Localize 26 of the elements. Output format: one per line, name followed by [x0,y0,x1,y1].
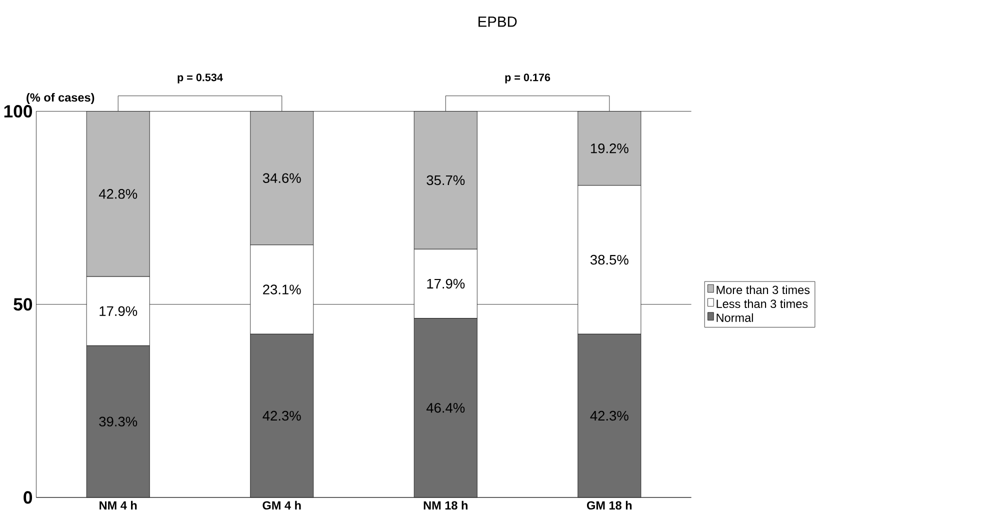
legend-label: Normal [716,313,753,322]
data-label: 42.3% [262,410,301,421]
data-label: 17.9% [100,306,138,316]
data-label: 17.9% [427,278,465,289]
data-label: 42.8% [98,189,138,199]
x-tick-label: GM 4 h [262,500,301,510]
data-label: 38.5% [590,254,628,265]
data-label: 34.6% [262,173,301,183]
x-tick-label: GM 18 h [586,500,632,510]
text: p = 0.534 [178,74,223,84]
y-tick-label: 100 [4,105,32,118]
text: p = 0.176 [505,74,550,84]
data-label: 19.2% [590,144,628,154]
data-label: 46.4% [426,403,465,413]
x-tick-label: NM 18 h [424,500,468,510]
data-label: 39.3% [99,416,138,426]
y-axis-title: (% of cases) [26,93,94,104]
legend-label: Less than 3 times [716,299,808,308]
chart-title: EPBD [478,16,517,27]
data-label: 35.7% [426,175,465,186]
x-tick-label: NM 4 h [100,500,137,510]
data-label: 23.1% [263,284,301,294]
y-tick-label: 0 [24,491,32,504]
y-tick-label: 50 [14,298,32,311]
legend-label: More than 3 times [716,285,810,294]
data-label: 42.3% [590,410,628,421]
